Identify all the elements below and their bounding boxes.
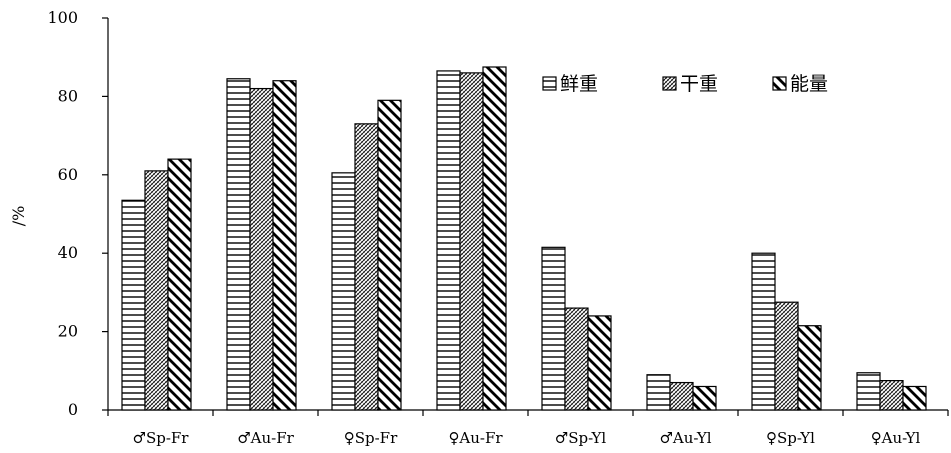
y-tick-label: 0 [68,400,78,419]
y-axis-label: /% [9,206,28,227]
x-category-label: ♂Sp-Fr [133,429,190,447]
bar-3-5 [587,315,612,411]
legend-label: 鲜重 [560,73,598,95]
bar-3-4 [482,66,507,411]
legend-label: 干重 [680,73,718,95]
bar-1-6 [646,374,671,411]
bar-2-6 [669,381,694,411]
y-tick-label: 60 [58,165,78,184]
bar-1-3 [331,172,356,411]
bar-3-3 [377,99,402,411]
x-category-label: ♂Sp-Yl [555,429,607,447]
legend-swatch [772,76,787,91]
legend-label: 能量 [790,73,828,95]
bar-2-5 [564,307,589,411]
bar-2-8 [879,380,904,411]
bar-1-8 [856,372,881,411]
x-category-label: ♀Au-Yl [871,429,921,447]
x-category-label: ♀Sp-Yl [766,429,815,447]
x-ticks: ♂Sp-Fr ♂Au-Fr ♀Sp-Fr ♀Au-Fr ♂Sp-Yl ♂Au-Yl ♀Sp-… [107,410,949,447]
legend: 鲜重 干重 能量 [542,73,828,95]
x-category-label: ♂Au-Yl [659,429,711,447]
bar-1-2 [226,78,251,411]
bar-3-7 [797,325,822,411]
y-tick-label: 80 [58,86,78,105]
bar-2-2 [249,87,274,411]
y-tick-label: 40 [58,243,78,262]
y-ticks: 0 20 40 60 80 100 [47,8,108,419]
legend-swatch [662,76,677,91]
bar-3-6 [692,385,717,411]
legend-swatch [542,76,557,91]
bar-1-5 [541,246,566,411]
bar-3-2 [272,80,297,411]
x-category-label: ♀Au-Fr [448,429,503,447]
y-tick-label: 20 [58,322,78,341]
x-category-label: ♀Sp-Fr [344,429,398,447]
bar-3-8 [902,385,927,411]
bar-3-1 [167,158,192,411]
bar-2-3 [354,123,379,411]
bar-1-4 [436,70,461,411]
bar-2-7 [774,301,799,411]
bar-2-4 [459,72,484,411]
bar-1-7 [751,252,776,411]
x-category-label: ♂Au-Fr [237,429,294,447]
bars [121,66,927,411]
bar-2-1 [144,170,169,411]
bar-1-1 [121,199,146,411]
y-tick-label: 100 [47,8,78,27]
